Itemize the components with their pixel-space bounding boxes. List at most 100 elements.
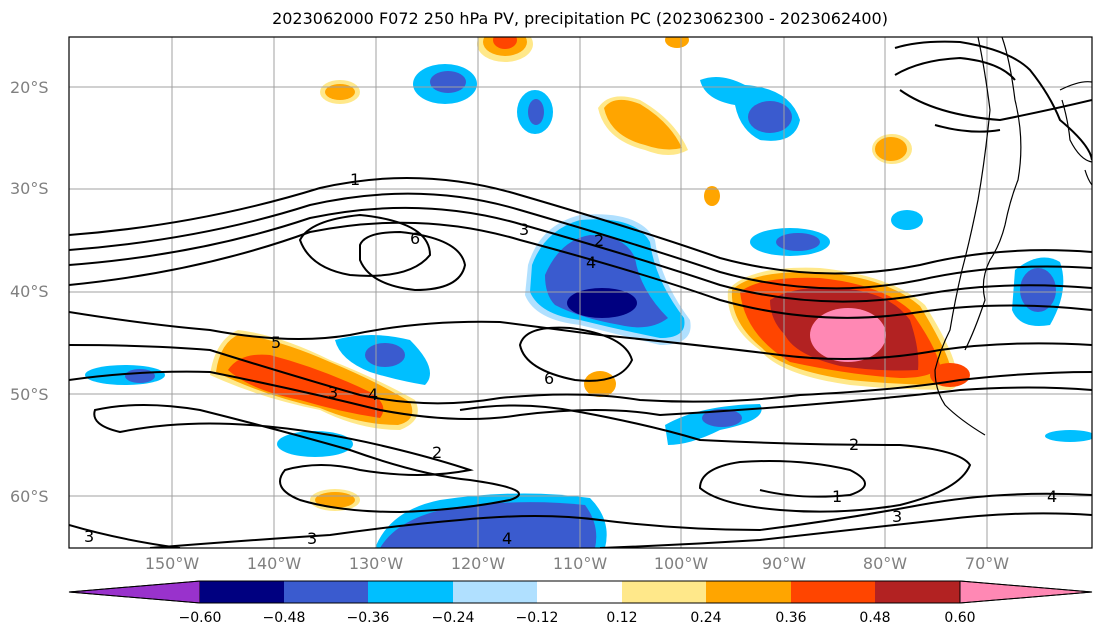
colorbar-segment bbox=[622, 581, 706, 603]
colorbar-segment bbox=[284, 581, 368, 603]
precip-blob bbox=[704, 186, 720, 206]
colorbar-tick: 0.48 bbox=[859, 610, 891, 626]
pv-contour-line bbox=[93, 404, 520, 514]
precip-blob bbox=[325, 84, 355, 100]
precip-blob bbox=[584, 371, 616, 397]
pv-contour-line bbox=[359, 230, 467, 292]
contour-label: 6 bbox=[544, 369, 554, 388]
contour-label: 3 bbox=[307, 529, 317, 548]
colorbar-tick: −0.48 bbox=[262, 610, 306, 626]
colorbar-tick: 0.36 bbox=[775, 610, 807, 626]
lon-label-150w: 150°W bbox=[144, 554, 200, 573]
contour-label: 6 bbox=[410, 229, 420, 248]
precip-blob bbox=[125, 369, 155, 383]
pv-contour-line bbox=[69, 370, 1092, 420]
contour-label: 1 bbox=[832, 487, 842, 506]
precip-blob bbox=[875, 137, 907, 161]
lon-label-110w: 110°W bbox=[552, 554, 608, 573]
colorbar-tick: −0.12 bbox=[515, 610, 559, 626]
pv-contour-line bbox=[599, 512, 1092, 548]
colorbar-segment bbox=[791, 581, 875, 603]
precip-blob bbox=[891, 210, 923, 230]
precip-blob bbox=[1045, 430, 1092, 442]
coastline-path bbox=[964, 37, 1022, 351]
pv-contour-line bbox=[69, 192, 1092, 290]
colorbar-tick: 0.12 bbox=[606, 610, 638, 626]
precip-blob bbox=[1020, 268, 1056, 312]
contour-label: 4 bbox=[368, 385, 378, 404]
coastline-path bbox=[1061, 99, 1092, 163]
colorbar-extend-left bbox=[68, 580, 201, 604]
colorbar-tick: 0.60 bbox=[944, 610, 976, 626]
map-frame bbox=[68, 36, 1093, 549]
lon-label-70w: 70°W bbox=[964, 554, 1010, 573]
contour-label: 4 bbox=[502, 529, 512, 548]
lat-label-20s: 20°S bbox=[10, 78, 49, 97]
pv-contour-line bbox=[69, 344, 1092, 405]
precip-blob bbox=[810, 308, 886, 362]
pv-contour-line bbox=[894, 40, 1092, 161]
contour-label: 1 bbox=[350, 170, 360, 189]
lat-label-50s: 50°S bbox=[10, 385, 49, 404]
colorbar-tick: 0.24 bbox=[690, 610, 722, 626]
colorbar-segment bbox=[537, 581, 622, 603]
contour-label: 2 bbox=[432, 443, 442, 462]
pv-contour-line bbox=[69, 177, 1092, 275]
precip-blob bbox=[528, 99, 544, 125]
contour-label: 4 bbox=[586, 253, 596, 272]
pv-contour-line bbox=[69, 311, 1092, 360]
precip-blob bbox=[776, 233, 820, 251]
lon-label-140w: 140°W bbox=[246, 554, 302, 573]
pv-contour-line bbox=[518, 326, 634, 382]
graticule bbox=[69, 37, 1092, 548]
colorbar-tick: −0.60 bbox=[178, 610, 222, 626]
lon-label-130w: 130°W bbox=[348, 554, 404, 573]
coastline-path bbox=[934, 37, 991, 436]
colorbar-segment bbox=[453, 581, 537, 603]
map-title: 2023062000 F072 250 hPa PV, precipitatio… bbox=[272, 9, 888, 28]
lon-label-80w: 80°W bbox=[862, 554, 908, 573]
lon-label-100w: 100°W bbox=[653, 554, 709, 573]
precip-blob bbox=[430, 71, 466, 93]
coastline bbox=[934, 37, 1092, 436]
colorbar-tick: −0.24 bbox=[431, 610, 475, 626]
coastline-path bbox=[1084, 169, 1092, 186]
contour-label: 5 bbox=[271, 333, 281, 352]
pv-contour-line bbox=[149, 492, 1092, 548]
colorbar-tick: −0.36 bbox=[346, 610, 390, 626]
contour-label: 3 bbox=[84, 527, 94, 546]
pv-contour-line bbox=[899, 89, 1092, 122]
pv-contour-line bbox=[69, 221, 1092, 319]
precip-blob bbox=[493, 37, 517, 49]
lat-label-30s: 30°S bbox=[10, 179, 49, 198]
precip-blob bbox=[567, 288, 637, 318]
precip-shading bbox=[85, 37, 1092, 548]
colorbar-segment bbox=[875, 581, 960, 603]
pv-contour-line bbox=[298, 213, 432, 277]
colorbar-segment bbox=[368, 581, 453, 603]
coastline-path bbox=[1059, 81, 1092, 91]
contour-label: 2 bbox=[849, 435, 859, 454]
contour-label: 3 bbox=[519, 220, 529, 239]
colorbar-extend-right bbox=[959, 580, 1093, 604]
colorbar-outline bbox=[68, 580, 1093, 604]
lat-label-40s: 40°S bbox=[10, 282, 49, 301]
contour-label: 4 bbox=[1047, 487, 1057, 506]
contour-label: 3 bbox=[892, 507, 902, 526]
lon-label-120w: 120°W bbox=[450, 554, 506, 573]
lat-label-60s: 60°S bbox=[10, 487, 49, 506]
map-area: 1 1 2 2 2 3 3 3 3 3 4 4 4 4 5 6 6 bbox=[69, 37, 1092, 548]
colorbar-segment bbox=[200, 581, 284, 603]
pv-contour-line bbox=[894, 56, 1016, 81]
pv-contour-line bbox=[69, 206, 1092, 303]
pv-contour-line bbox=[459, 404, 972, 513]
precip-blob bbox=[665, 37, 689, 48]
precip-blob bbox=[365, 343, 405, 367]
colorbar-segment bbox=[706, 581, 791, 603]
pv-contour-line bbox=[934, 124, 1001, 133]
contour-label: 2 bbox=[594, 231, 604, 250]
colorbar bbox=[68, 580, 1093, 604]
contour-labels: 1 1 2 2 2 3 3 3 3 3 4 4 4 4 5 6 6 bbox=[84, 170, 1057, 548]
precip-blob bbox=[748, 101, 792, 133]
